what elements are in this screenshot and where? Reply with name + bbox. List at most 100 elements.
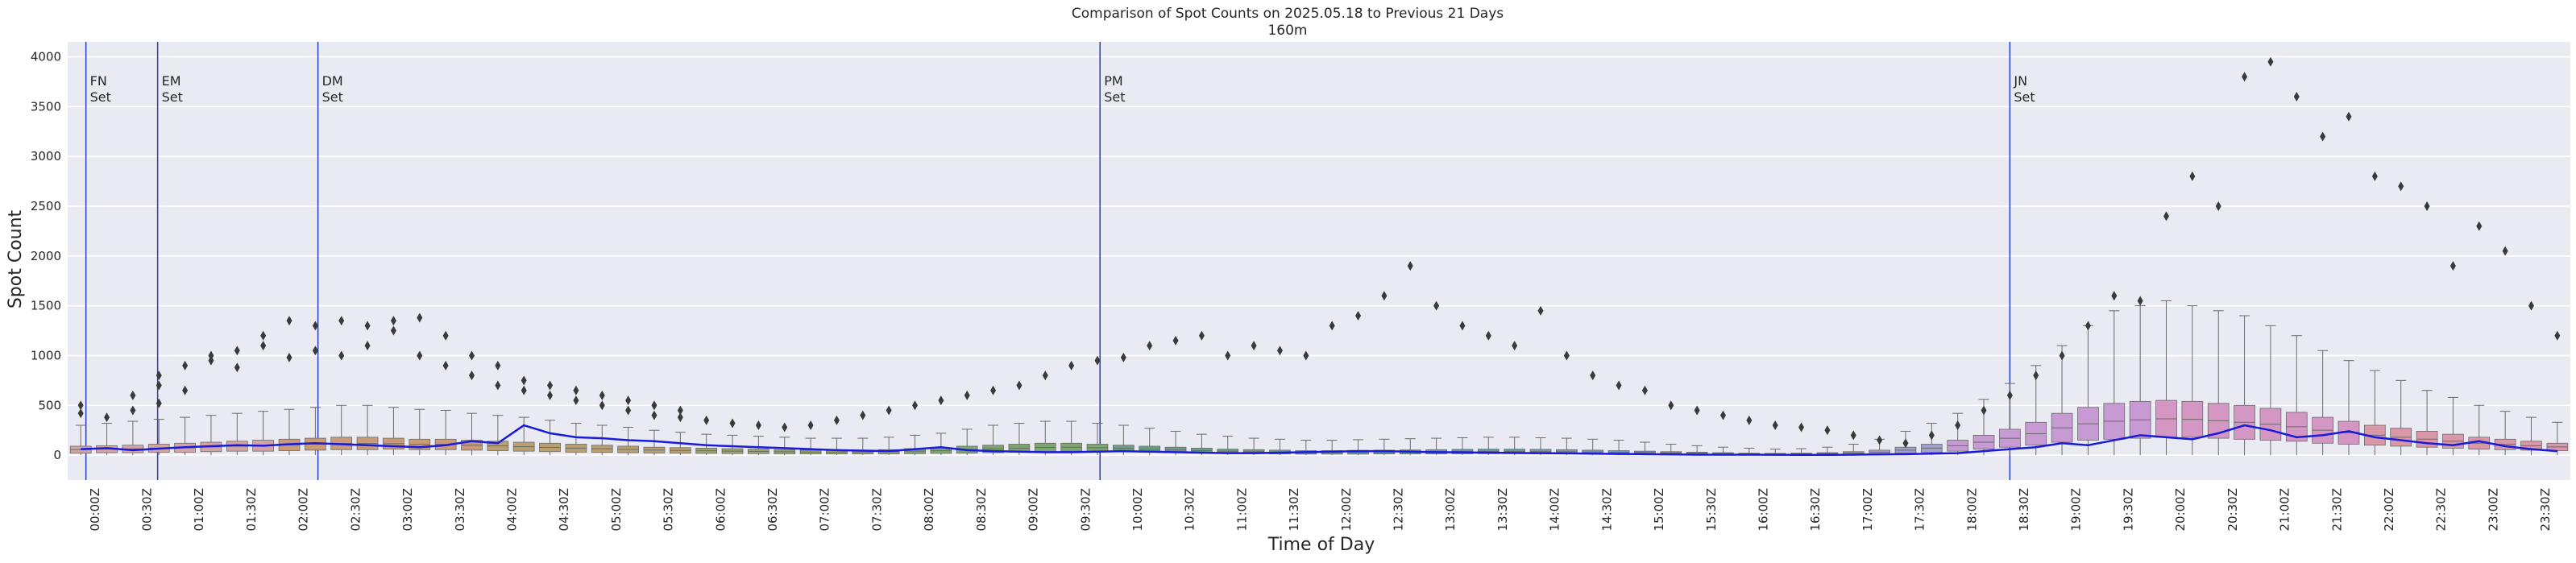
x-tick-label: 17:30Z <box>1913 488 1927 532</box>
outlier-point <box>782 422 788 433</box>
outlier-point <box>1329 321 1335 331</box>
annotation-label: EM <box>162 73 181 89</box>
outlier-point <box>182 360 189 371</box>
outlier-point <box>2424 201 2430 211</box>
outlier-point <box>2084 321 2091 331</box>
series-line <box>81 424 2557 456</box>
y-tick-label: 1000 <box>31 348 61 362</box>
outlier-point <box>495 360 501 371</box>
outlier-point <box>286 352 292 362</box>
x-tick-label: 10:00Z <box>1130 488 1145 532</box>
x-tick-label: 07:30Z <box>869 488 884 532</box>
annotation-label: Set <box>90 89 111 105</box>
x-tick-label: 14:30Z <box>1599 488 1614 532</box>
outlier-point <box>677 412 683 423</box>
outlier-point <box>104 412 110 423</box>
outlier-point <box>912 400 919 411</box>
outlier-point <box>2449 261 2456 271</box>
outlier-point <box>1407 261 1413 271</box>
x-tick-label: 21:00Z <box>2278 488 2292 532</box>
outlier-point <box>547 390 554 400</box>
outlier-point <box>2267 56 2274 67</box>
outlier-point <box>599 390 605 400</box>
y-axis-label: Spot Count <box>6 209 26 308</box>
outlier-point <box>573 385 579 395</box>
y-tick-label: 0 <box>53 448 61 462</box>
x-tick-label: 11:00Z <box>1234 488 1249 532</box>
outlier-point <box>390 316 396 326</box>
outlier-point <box>729 418 736 428</box>
x-tick-label: 23:30Z <box>2538 488 2553 532</box>
outlier-point <box>651 400 657 411</box>
x-axis-label: Time of Day <box>1267 535 1375 555</box>
outlier-point <box>2528 300 2534 311</box>
chart-subtitle: 160m <box>1267 23 1307 39</box>
outlier-point <box>1225 350 1231 361</box>
outlier-point <box>860 410 866 420</box>
outlier-point <box>1850 430 1856 441</box>
annotation-label: PM <box>1104 73 1122 89</box>
x-tick-label: 09:30Z <box>1078 488 1093 532</box>
outlier-point <box>417 313 423 323</box>
outlier-point <box>1433 300 1440 311</box>
x-tick-label: 16:00Z <box>1756 488 1770 532</box>
y-tick-label: 3500 <box>31 99 61 114</box>
x-tick-label: 08:30Z <box>974 488 989 532</box>
outlier-point <box>130 390 136 400</box>
outlier-point <box>182 385 189 395</box>
outlier-point <box>2189 171 2196 181</box>
outlier-point <box>599 400 605 411</box>
outlier-point <box>1772 420 1778 430</box>
outlier-point <box>2554 330 2561 341</box>
outlier-point <box>1042 371 1048 381</box>
y-tick-label: 4000 <box>31 50 61 64</box>
outlier-point <box>1016 380 1023 391</box>
outlier-point <box>1251 341 1257 351</box>
plot-area <box>68 42 2570 480</box>
x-tick-label: 09:00Z <box>1027 488 1041 532</box>
outlier-point <box>1981 405 1987 416</box>
outlier-point <box>1068 360 1075 371</box>
outlier-point <box>521 375 527 386</box>
outlier-point <box>2006 390 2013 400</box>
outlier-point <box>2059 350 2065 361</box>
outlier-point <box>495 380 501 391</box>
outlier-point <box>2137 296 2143 306</box>
x-tick-label: 21:30Z <box>2329 488 2344 532</box>
outlier-point <box>468 371 475 381</box>
x-tick-label: 22:30Z <box>2434 488 2449 532</box>
outlier-point <box>1590 371 1596 381</box>
outlier-point <box>156 380 162 391</box>
outlier-point <box>2033 371 2039 381</box>
outlier-point <box>677 405 683 416</box>
outlier-point <box>1798 422 1805 433</box>
outlier-point <box>886 405 892 416</box>
x-tick-label: 16:30Z <box>1808 488 1823 532</box>
annotation-label: JN <box>2013 73 2027 89</box>
x-tick-label: 03:30Z <box>453 488 467 532</box>
outlier-point <box>625 405 632 416</box>
outlier-point <box>521 385 527 395</box>
outlier-point <box>260 330 267 341</box>
outlier-point <box>2111 291 2118 301</box>
outlier-point <box>1303 350 1309 361</box>
outlier-point <box>2502 246 2508 256</box>
y-tick-label: 1500 <box>31 299 61 313</box>
y-tick-label: 3000 <box>31 149 61 164</box>
outlier-point <box>1381 291 1388 301</box>
outlier-point <box>208 355 214 366</box>
outlier-point <box>1120 352 1126 362</box>
outlier-point <box>2398 181 2404 192</box>
x-tick-label: 19:30Z <box>2121 488 2135 532</box>
x-tick-label: 20:30Z <box>2225 488 2240 532</box>
x-tick-label: 01:00Z <box>192 488 206 532</box>
outlier-point <box>1641 385 1648 395</box>
outlier-point <box>234 362 240 373</box>
outlier-point <box>338 350 345 361</box>
annotation-label: Set <box>2014 89 2035 105</box>
outlier-point <box>2476 221 2483 231</box>
outlier-point <box>338 316 345 326</box>
x-tick-label: 05:00Z <box>609 488 624 532</box>
outlier-point <box>1668 400 1674 411</box>
